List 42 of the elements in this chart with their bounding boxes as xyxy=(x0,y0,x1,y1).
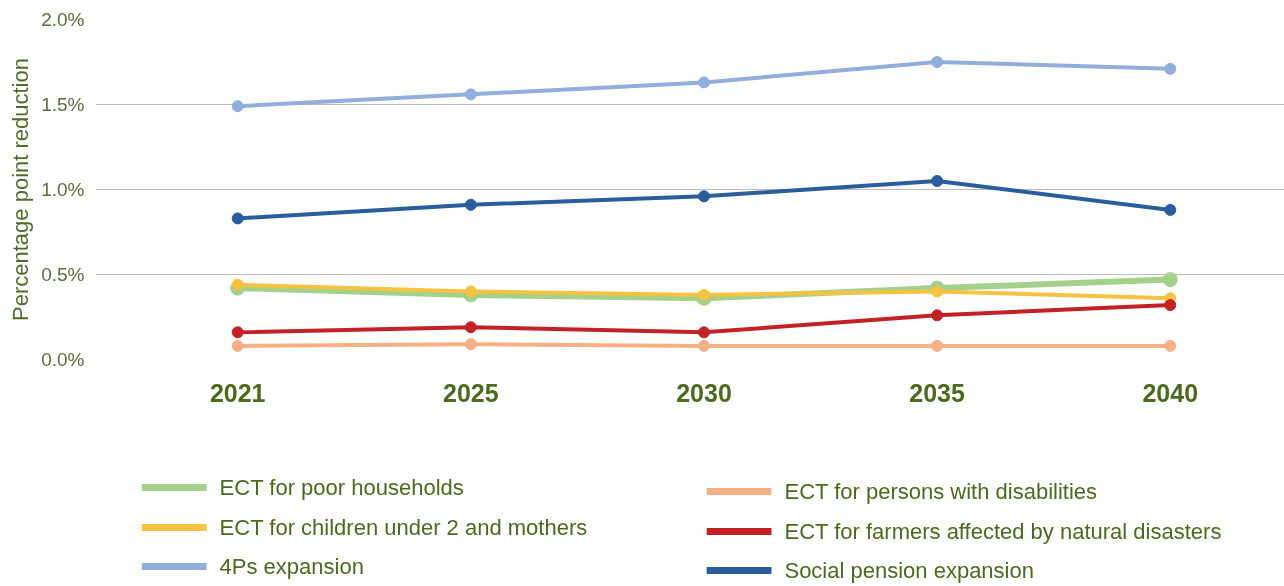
y-tick-label: 0.5% xyxy=(41,264,85,285)
x-tick-label: 2030 xyxy=(676,378,732,407)
x-tick-label: 2025 xyxy=(443,378,499,407)
point xyxy=(1162,272,1178,288)
legend-label: ECT for children under 2 and mothers xyxy=(219,515,588,540)
point xyxy=(931,285,944,298)
point xyxy=(464,321,477,334)
x-tick-label: 2035 xyxy=(909,378,966,407)
y-tick-label: 0.0% xyxy=(41,349,85,370)
y-tick-label: 2.0% xyxy=(41,9,85,30)
point xyxy=(931,309,944,322)
y-tick-label: 1.5% xyxy=(41,94,85,115)
point xyxy=(931,175,944,187)
point xyxy=(697,190,710,203)
point xyxy=(464,338,477,351)
legend-label: 4Ps expansion xyxy=(219,554,364,579)
point xyxy=(231,100,244,113)
point xyxy=(231,339,244,352)
point xyxy=(697,326,710,339)
point xyxy=(697,288,710,301)
point xyxy=(931,339,944,352)
point xyxy=(464,88,477,101)
point xyxy=(464,198,477,211)
point xyxy=(1164,62,1177,75)
point xyxy=(697,339,710,352)
legend-label: Social pension expansion xyxy=(784,558,1034,583)
point xyxy=(464,285,477,298)
legend-label: ECT for farmers affected by natural disasters xyxy=(784,519,1222,544)
legend-label: ECT for poor households xyxy=(219,475,464,500)
point xyxy=(231,212,244,225)
y-tick-label: 1.0% xyxy=(41,179,85,200)
point xyxy=(1164,299,1177,312)
point xyxy=(1164,339,1177,352)
x-tick-label: 2021 xyxy=(209,378,266,407)
x-tick-label: 2040 xyxy=(1142,378,1199,407)
point xyxy=(231,278,244,291)
point xyxy=(231,326,244,339)
point xyxy=(697,76,710,89)
y-axis-title: Percentage point reduction xyxy=(8,58,34,321)
point xyxy=(1164,203,1177,216)
point xyxy=(931,56,944,68)
legend-label: ECT for persons with disabilities xyxy=(784,479,1098,504)
